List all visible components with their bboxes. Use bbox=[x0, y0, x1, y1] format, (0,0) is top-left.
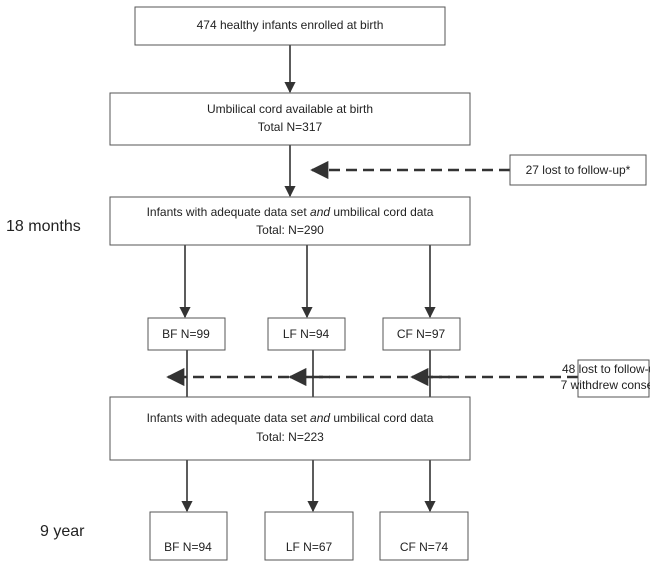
text: Infants with adequate data set bbox=[147, 205, 310, 219]
group-text: CF N=74 bbox=[400, 540, 449, 554]
text: Infants with adequate data set bbox=[147, 411, 310, 425]
group-text: BF N=99 bbox=[162, 327, 210, 341]
stage-label: 18 months bbox=[6, 218, 81, 235]
group-box bbox=[382, 317, 461, 351]
group-text: LF N=67 bbox=[286, 540, 333, 554]
group-text: LF N=94 bbox=[283, 327, 330, 341]
group-box bbox=[267, 317, 346, 351]
loss-text: 7 withdrew consent bbox=[561, 378, 650, 392]
text: umbilical cord data bbox=[330, 205, 434, 219]
box-text: Umbilical cord available at birth bbox=[207, 102, 373, 116]
box bbox=[109, 196, 471, 246]
stage-label: 9 year bbox=[40, 523, 85, 540]
loss-box bbox=[577, 359, 650, 398]
loss-text: 48 lost to follow-up bbox=[562, 362, 650, 376]
box-total: Total N=317 bbox=[258, 120, 323, 134]
group-box bbox=[264, 511, 354, 561]
group-box bbox=[149, 511, 228, 561]
box bbox=[109, 396, 471, 461]
loss-box bbox=[509, 154, 647, 186]
group-text: CF N=97 bbox=[397, 327, 446, 341]
box bbox=[109, 92, 471, 146]
text: umbilical cord data bbox=[330, 411, 434, 425]
box-text: 474 healthy infants enrolled at birth bbox=[197, 18, 384, 32]
group-text: BF N=94 bbox=[164, 540, 212, 554]
group-box bbox=[379, 511, 469, 561]
box-total: Total: N=223 bbox=[256, 430, 324, 444]
text-italic: and bbox=[310, 205, 330, 219]
loss-text: 27 lost to follow-up* bbox=[526, 163, 631, 177]
group-box bbox=[147, 317, 226, 351]
box-text: Infants with adequate data set and umbil… bbox=[147, 205, 434, 219]
box bbox=[134, 6, 446, 46]
box-total: Total: N=290 bbox=[256, 223, 324, 237]
box-text: Infants with adequate data set and umbil… bbox=[147, 411, 434, 425]
text-italic: and bbox=[310, 411, 330, 425]
